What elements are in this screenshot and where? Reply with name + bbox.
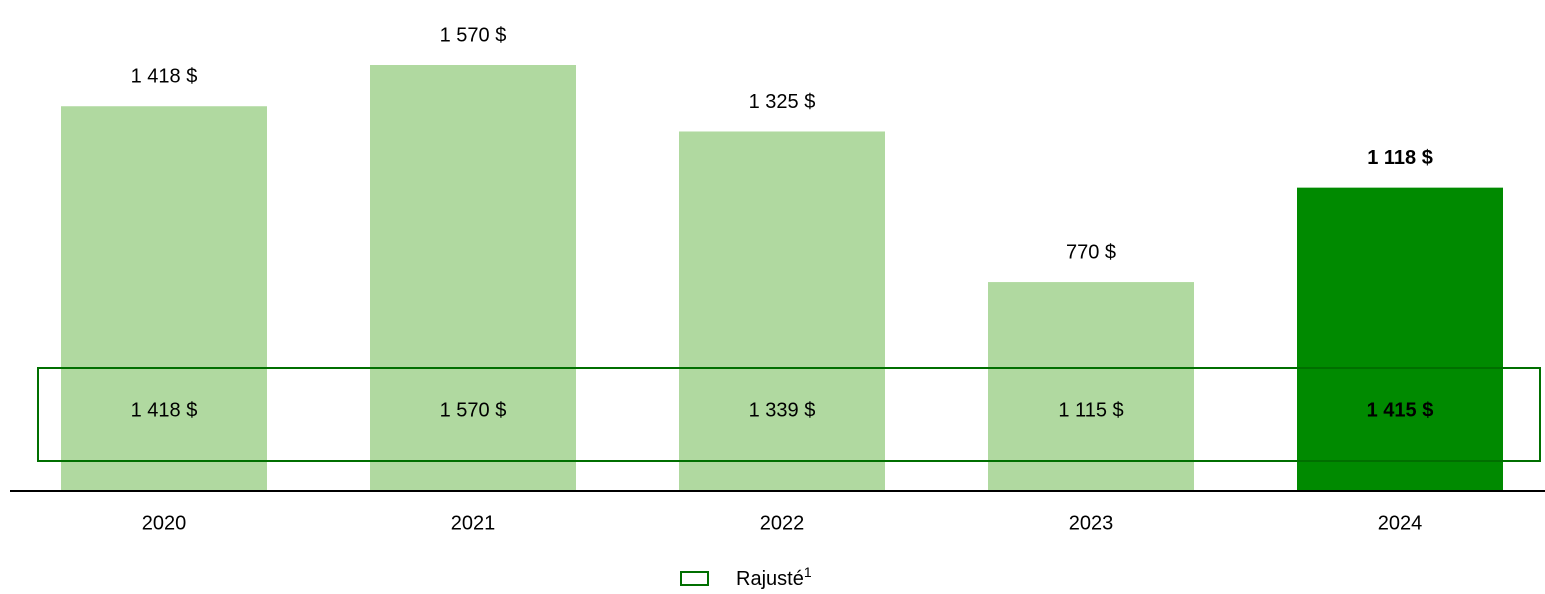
- legend-swatch: [680, 571, 709, 586]
- x-tick-label: 2023: [1069, 512, 1114, 534]
- value-label: 770 $: [1066, 241, 1116, 263]
- x-tick-label: 2024: [1378, 512, 1423, 534]
- legend-name: Rajusté: [736, 568, 804, 590]
- x-tick-label: 2020: [142, 512, 187, 534]
- adjusted-label: 1 339 $: [749, 399, 816, 421]
- bar: [370, 65, 576, 491]
- value-label: 1 418 $: [131, 66, 198, 88]
- legend-label: Rajusté1: [736, 564, 812, 591]
- adjusted-label: 1 570 $: [440, 399, 507, 421]
- value-label: 1 118 $: [1367, 147, 1433, 169]
- adjusted-label: 1 115 $: [1058, 399, 1123, 421]
- bar: [679, 131, 885, 491]
- bar: [988, 282, 1194, 491]
- x-tick-label: 2021: [451, 512, 496, 534]
- x-tick-label: 2022: [760, 512, 805, 534]
- adjusted-box: [37, 367, 1541, 462]
- bar: [1297, 187, 1503, 491]
- value-label: 1 570 $: [440, 24, 507, 46]
- bar: [61, 106, 267, 491]
- adjusted-label: 1 418 $: [131, 399, 198, 421]
- adjusted-label: 1 415 $: [1367, 399, 1434, 421]
- legend-superscript: 1: [804, 564, 812, 580]
- value-label: 1 325 $: [749, 91, 816, 113]
